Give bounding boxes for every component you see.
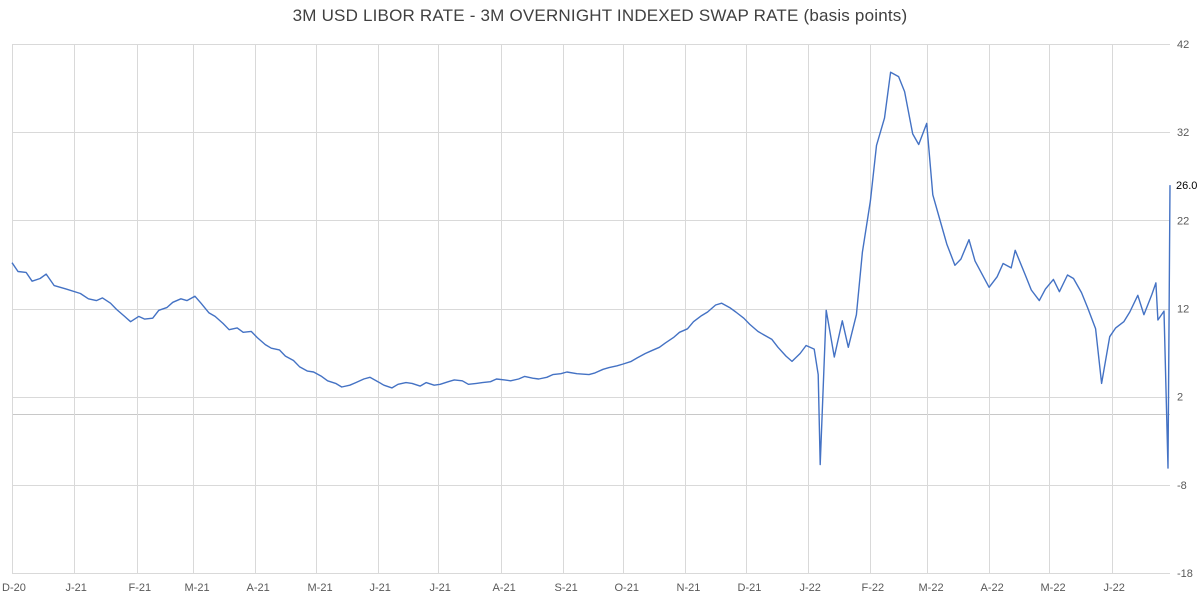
x-tick-label: J-21 — [430, 582, 451, 594]
y-tick-label: 12 — [1177, 304, 1189, 316]
x-tick-label: J-22 — [1104, 582, 1125, 594]
y-tick-label: 22 — [1177, 215, 1189, 227]
y-tick-label: -18 — [1177, 568, 1193, 580]
x-tick-label: D-21 — [738, 582, 762, 594]
y-tick-label: 32 — [1177, 127, 1189, 139]
x-tick-label: F-22 — [862, 582, 885, 594]
x-tick-label: F-21 — [129, 582, 152, 594]
x-tick-label: M-21 — [185, 582, 210, 594]
x-tick-label: M-22 — [919, 582, 944, 594]
x-tick-label: A-22 — [981, 582, 1004, 594]
last-value-label: 26.0 — [1176, 180, 1197, 192]
x-axis-labels: D-20 J-21 F-21 M-21 A-21 M-21 J-21 J-21 A-21 S-21… — [2, 582, 1125, 594]
x-tick-label: D-20 — [2, 582, 26, 594]
x-tick-label: S-21 — [555, 582, 578, 594]
x-tick-label: M-22 — [1041, 582, 1066, 594]
x-tick-label: A-21 — [247, 582, 270, 594]
x-tick-label: A-21 — [493, 582, 516, 594]
y-tick-label: 42 — [1177, 39, 1189, 51]
x-tick-label: J-22 — [800, 582, 821, 594]
y-axis-labels: 42 32 22 12 2 -8 -18 — [1177, 39, 1193, 580]
x-tick-label: O-21 — [615, 582, 639, 594]
grid-lines — [12, 44, 1170, 574]
x-tick-label: J-21 — [370, 582, 391, 594]
x-tick-label: J-21 — [66, 582, 87, 594]
series-line — [11, 71, 1171, 469]
y-tick-label: -8 — [1177, 480, 1187, 492]
y-tick-label: 2 — [1177, 392, 1183, 404]
x-tick-label: N-21 — [677, 582, 701, 594]
chart-title: 3M USD LIBOR RATE - 3M OVERNIGHT INDEXED… — [292, 6, 908, 25]
x-tick-label: M-21 — [308, 582, 333, 594]
